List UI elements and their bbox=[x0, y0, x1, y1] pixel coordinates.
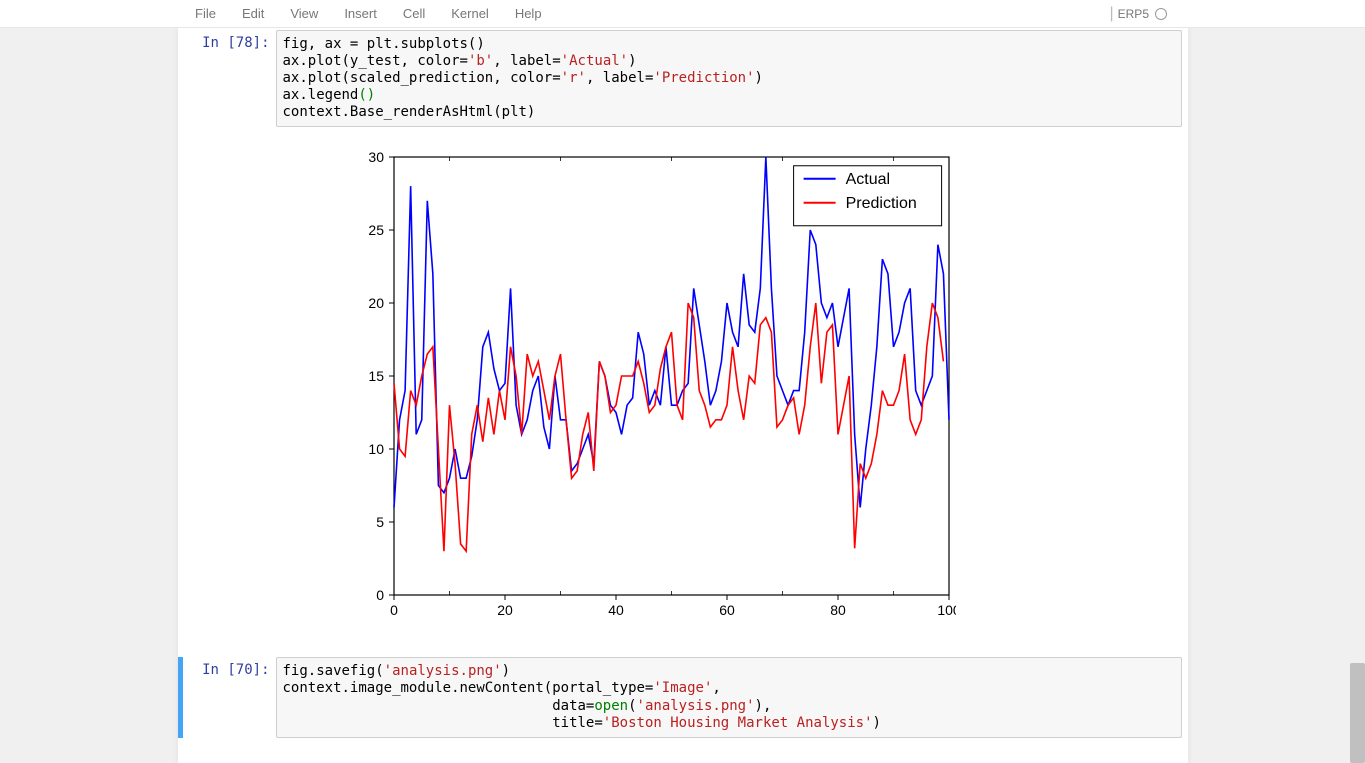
kernel-name-label: ERP5 bbox=[1118, 7, 1149, 21]
svg-text:60: 60 bbox=[719, 602, 735, 617]
scrollbar-thumb[interactable] bbox=[1350, 663, 1365, 763]
kernel-indicator[interactable]: | ERP5 bbox=[1109, 6, 1365, 22]
svg-text:100: 100 bbox=[937, 602, 956, 617]
svg-text:Actual: Actual bbox=[845, 171, 889, 188]
kernel-status-icon bbox=[1155, 8, 1167, 20]
code-input[interactable]: fig.savefig('analysis.png') context.imag… bbox=[276, 657, 1182, 737]
svg-text:5: 5 bbox=[376, 514, 384, 530]
menu-item-help[interactable]: Help bbox=[502, 2, 555, 25]
input-prompt: In [78]: bbox=[178, 30, 276, 647]
svg-text:40: 40 bbox=[608, 602, 624, 617]
svg-text:10: 10 bbox=[368, 441, 384, 457]
code-cell[interactable]: In [78]:fig, ax = plt.subplots() ax.plot… bbox=[178, 30, 1188, 647]
input-prompt: In [70]: bbox=[178, 657, 276, 737]
cell-output: 0 5 10 15 20 25 30 0 20 40 60 80 100 Actual Prediction bbox=[276, 127, 1182, 647]
menu-item-file[interactable]: File bbox=[182, 2, 229, 25]
code-input[interactable]: fig, ax = plt.subplots() ax.plot(y_test,… bbox=[276, 30, 1182, 127]
svg-text:0: 0 bbox=[376, 587, 384, 603]
menu-item-insert[interactable]: Insert bbox=[331, 2, 390, 25]
code-cell[interactable]: In [70]:fig.savefig('analysis.png') cont… bbox=[178, 657, 1188, 737]
svg-text:Prediction: Prediction bbox=[845, 195, 916, 212]
line-chart: 0 5 10 15 20 25 30 0 20 40 60 80 100 Actual Prediction bbox=[336, 147, 956, 617]
menu-item-cell[interactable]: Cell bbox=[390, 2, 438, 25]
menu-item-view[interactable]: View bbox=[277, 2, 331, 25]
notebook-scroll-area[interactable]: In [78]:fig, ax = plt.subplots() ax.plot… bbox=[0, 28, 1365, 763]
svg-text:25: 25 bbox=[368, 222, 384, 238]
menu-item-edit[interactable]: Edit bbox=[229, 2, 277, 25]
svg-text:80: 80 bbox=[830, 602, 846, 617]
legend: Actual Prediction bbox=[793, 166, 941, 226]
svg-text:20: 20 bbox=[368, 295, 384, 311]
menu-item-kernel[interactable]: Kernel bbox=[438, 2, 502, 25]
svg-text:0: 0 bbox=[390, 602, 398, 617]
svg-text:30: 30 bbox=[368, 149, 384, 165]
svg-text:20: 20 bbox=[497, 602, 513, 617]
notebook: In [78]:fig, ax = plt.subplots() ax.plot… bbox=[178, 28, 1188, 763]
svg-text:15: 15 bbox=[368, 368, 384, 384]
menubar: FileEditViewInsertCellKernelHelp | ERP5 bbox=[0, 0, 1365, 28]
